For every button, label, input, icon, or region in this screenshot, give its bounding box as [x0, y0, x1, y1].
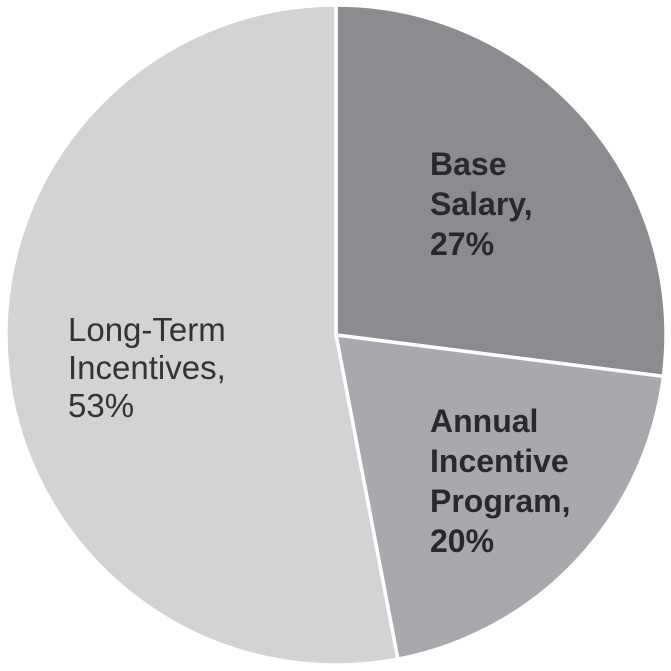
pie-slice-base-salary: [334, 3, 668, 379]
pie-slice-annual-incentive-program: [334, 333, 666, 661]
pie-slice-long-term-incentives: [4, 3, 400, 667]
